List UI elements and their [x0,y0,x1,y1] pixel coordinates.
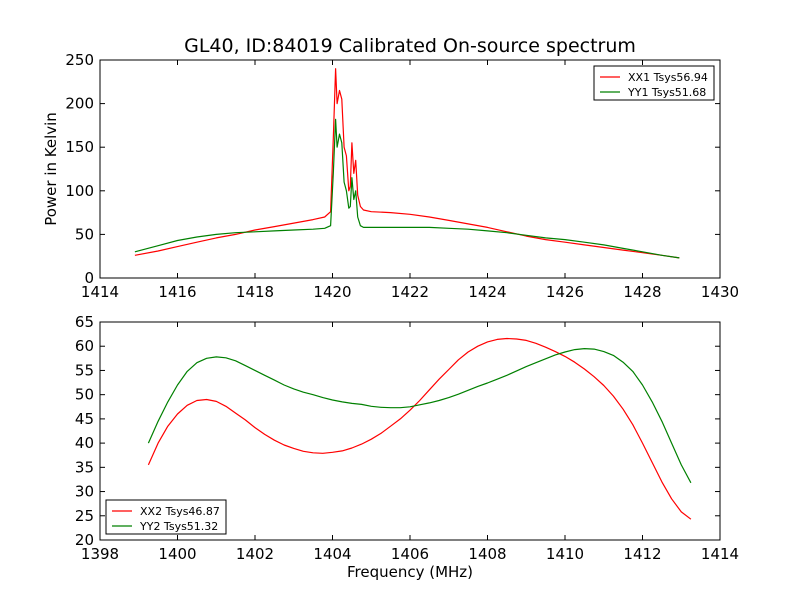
x-tick-label: 1400 [158,545,196,563]
x-tick-label: 1404 [313,545,351,563]
x-tick-label: 1406 [391,545,429,563]
y-tick-label: 65 [75,313,94,331]
series-line-1 [134,68,680,259]
x-tick-label: 1410 [546,545,584,563]
legend-entry: XX1 Tsys56.94 [628,71,708,84]
y-tick-label: 100 [65,182,94,200]
x-tick-label: 1416 [158,283,196,301]
chart-title: GL40, ID:84019 Calibrated On-source spec… [184,35,636,57]
x-tick-label: 1412 [623,545,661,563]
y-tick-label: 60 [75,337,94,355]
y-tick-label: 25 [75,507,94,525]
chart-panel-1: 1414 1416 1418 1420 1422 1424 1426 1428 1430 0 50 1… [42,35,739,301]
x-axis-label: Frequency (MHz) [347,563,473,581]
x-tick-label: 1414 [701,545,739,563]
x-tick-label: 1428 [623,283,661,301]
y-tick-label: 55 [75,361,94,379]
x-tick-label: 1402 [236,545,274,563]
y-tick-label: 0 [84,269,94,287]
x-tick-label: 1418 [236,283,274,301]
y-tick-label: 50 [75,225,94,243]
y-tick-label: 20 [75,531,94,549]
y-tick-label: 35 [75,458,94,476]
y-tick-label: 150 [65,138,94,156]
legend: XX1 Tsys56.94 YY1 Tsys51.68 [593,65,715,101]
y-tick-label: 40 [75,434,94,452]
chart-panel-2: 1398 1400 1402 1404 1406 1408 1410 1412 1414 20 25… [75,313,739,581]
legend-entry: YY1 Tsys51.68 [627,86,706,99]
y-tick-label: 50 [75,386,94,404]
y-tick-label: 250 [65,51,94,69]
x-tick-label: 1420 [313,283,351,301]
y-tick-label: 30 [75,483,94,501]
x-tick-label: 1426 [546,283,584,301]
y-tick-label: 200 [65,95,94,113]
x-tick-label: 1414 [81,283,119,301]
series-line-2 [134,118,680,259]
x-tick-label: 1422 [391,283,429,301]
y-tick-label: 45 [75,410,94,428]
series-line-1 [147,337,692,520]
x-tick-label: 1424 [468,283,506,301]
y-axis-label: Power in Kelvin [42,112,60,226]
legend-entry: YY2 Tsys51.32 [139,520,218,533]
legend-box [593,65,715,101]
legend: XX2 Tsys46.87 YY2 Tsys51.32 [105,499,227,535]
series-line-2 [147,348,692,484]
legend-entry: XX2 Tsys46.87 [140,505,220,518]
legend-box [105,499,227,535]
x-tick-label: 1430 [701,283,739,301]
x-tick-label: 1398 [81,545,119,563]
x-tick-label: 1408 [468,545,506,563]
